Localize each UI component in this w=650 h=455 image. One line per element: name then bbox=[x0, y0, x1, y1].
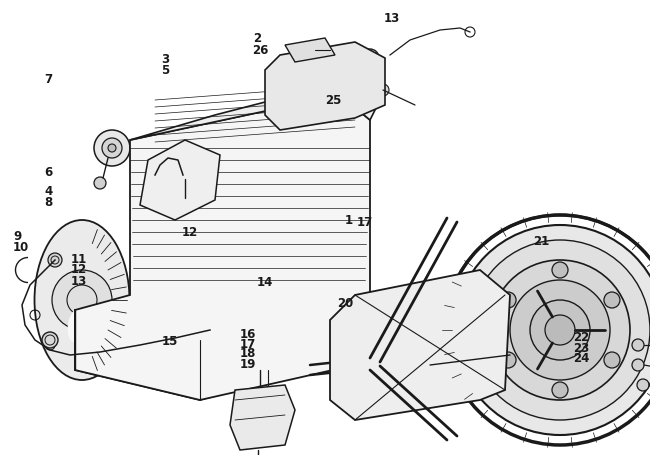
Text: 1: 1 bbox=[344, 214, 352, 227]
Polygon shape bbox=[140, 140, 220, 220]
Circle shape bbox=[377, 84, 389, 96]
Circle shape bbox=[500, 352, 516, 368]
Circle shape bbox=[455, 225, 650, 435]
Circle shape bbox=[94, 177, 106, 189]
Circle shape bbox=[48, 253, 62, 267]
Circle shape bbox=[637, 379, 649, 391]
Circle shape bbox=[381, 351, 409, 379]
Text: 9: 9 bbox=[13, 230, 21, 243]
Circle shape bbox=[248, 258, 332, 342]
Circle shape bbox=[375, 325, 425, 375]
Text: 2: 2 bbox=[254, 32, 261, 45]
Circle shape bbox=[339, 319, 351, 331]
Text: 19: 19 bbox=[239, 358, 255, 370]
Circle shape bbox=[500, 292, 516, 308]
Circle shape bbox=[552, 262, 568, 278]
Circle shape bbox=[293, 73, 317, 97]
Circle shape bbox=[373, 343, 417, 387]
Polygon shape bbox=[130, 80, 380, 140]
Text: 5: 5 bbox=[161, 64, 170, 77]
Circle shape bbox=[178, 165, 192, 179]
Text: 17: 17 bbox=[356, 217, 372, 229]
Circle shape bbox=[195, 165, 211, 181]
Circle shape bbox=[160, 170, 176, 186]
Text: 8: 8 bbox=[44, 196, 53, 209]
Text: 26: 26 bbox=[252, 45, 268, 57]
Polygon shape bbox=[75, 95, 370, 400]
Text: 12: 12 bbox=[70, 263, 86, 276]
Circle shape bbox=[160, 285, 190, 315]
Circle shape bbox=[300, 42, 316, 58]
Circle shape bbox=[275, 285, 305, 315]
Circle shape bbox=[337, 60, 373, 96]
Text: 22: 22 bbox=[573, 331, 590, 344]
Circle shape bbox=[102, 138, 122, 158]
Polygon shape bbox=[265, 42, 385, 130]
Text: 15: 15 bbox=[161, 335, 177, 348]
Circle shape bbox=[530, 300, 590, 360]
Circle shape bbox=[489, 384, 501, 396]
Text: 14: 14 bbox=[257, 276, 273, 288]
Text: 4: 4 bbox=[44, 185, 53, 197]
Circle shape bbox=[458, 320, 478, 340]
Circle shape bbox=[503, 293, 517, 307]
Text: 24: 24 bbox=[573, 352, 590, 365]
Circle shape bbox=[133, 153, 217, 237]
Circle shape bbox=[604, 292, 620, 308]
Circle shape bbox=[160, 180, 190, 210]
Text: 13: 13 bbox=[70, 275, 86, 288]
Text: 3: 3 bbox=[161, 53, 169, 66]
Circle shape bbox=[490, 260, 630, 400]
Text: 16: 16 bbox=[239, 328, 255, 341]
Circle shape bbox=[632, 339, 644, 351]
Circle shape bbox=[489, 289, 501, 301]
Circle shape bbox=[94, 130, 130, 166]
Ellipse shape bbox=[34, 220, 129, 380]
Polygon shape bbox=[285, 38, 335, 62]
Circle shape bbox=[632, 359, 644, 371]
Text: 10: 10 bbox=[13, 242, 29, 254]
Circle shape bbox=[260, 165, 320, 225]
Polygon shape bbox=[75, 300, 360, 400]
Circle shape bbox=[545, 315, 575, 345]
Circle shape bbox=[360, 310, 440, 390]
Circle shape bbox=[604, 352, 620, 368]
Circle shape bbox=[285, 65, 325, 105]
Text: 20: 20 bbox=[337, 298, 353, 310]
Circle shape bbox=[275, 180, 305, 210]
Text: 23: 23 bbox=[573, 342, 590, 354]
Circle shape bbox=[108, 144, 116, 152]
Circle shape bbox=[433, 295, 503, 365]
Circle shape bbox=[510, 280, 610, 380]
Text: 6: 6 bbox=[44, 167, 53, 179]
Text: 25: 25 bbox=[325, 94, 341, 106]
Circle shape bbox=[42, 332, 58, 348]
Circle shape bbox=[248, 153, 332, 237]
Circle shape bbox=[339, 394, 351, 406]
Circle shape bbox=[145, 165, 205, 225]
Circle shape bbox=[133, 258, 217, 342]
Text: 17: 17 bbox=[239, 339, 255, 351]
Text: 18: 18 bbox=[239, 348, 255, 360]
Circle shape bbox=[52, 270, 112, 330]
Circle shape bbox=[446, 308, 490, 352]
Text: 21: 21 bbox=[533, 235, 549, 248]
Circle shape bbox=[260, 270, 320, 330]
Polygon shape bbox=[330, 270, 510, 420]
Circle shape bbox=[552, 382, 568, 398]
Text: 7: 7 bbox=[44, 73, 52, 86]
Circle shape bbox=[344, 67, 366, 89]
Ellipse shape bbox=[68, 308, 86, 342]
Text: 11: 11 bbox=[70, 253, 86, 266]
Text: 12: 12 bbox=[182, 227, 198, 239]
Polygon shape bbox=[230, 385, 295, 450]
Circle shape bbox=[145, 270, 205, 330]
Circle shape bbox=[470, 240, 650, 420]
Circle shape bbox=[388, 338, 412, 362]
Text: 13: 13 bbox=[384, 12, 400, 25]
